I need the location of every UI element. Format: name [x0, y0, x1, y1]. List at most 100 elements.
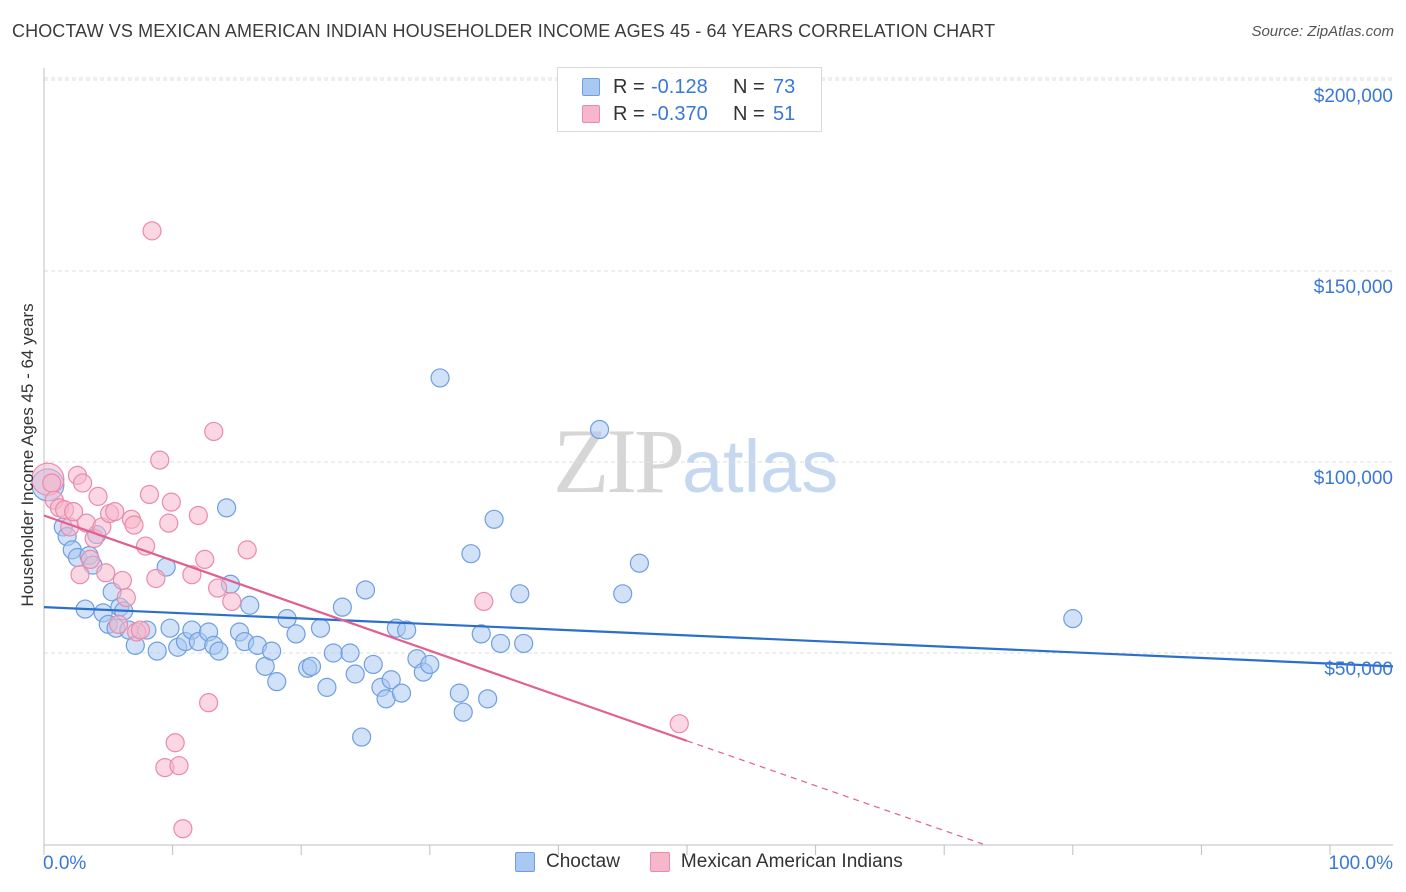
x-tick-label: 0.0% — [43, 853, 87, 874]
choctaw-swatch — [582, 78, 600, 96]
n-label: N = — [733, 75, 765, 98]
watermark-atlas: atlas — [682, 425, 839, 508]
gridlines — [44, 77, 1393, 654]
n-value: 51 — [773, 102, 796, 125]
data-point — [430, 368, 450, 388]
data-point — [478, 689, 498, 709]
data-point — [310, 618, 331, 638]
data-point — [182, 565, 202, 585]
data-point — [363, 654, 383, 675]
y-tick-label: $100,000 — [1313, 468, 1393, 489]
data-point — [1063, 609, 1083, 629]
data-point — [323, 643, 343, 663]
data-point — [150, 450, 170, 470]
data-point — [209, 641, 229, 661]
data-point — [173, 819, 193, 839]
data-point — [286, 624, 306, 644]
data-point — [116, 588, 136, 608]
data-point — [70, 565, 90, 585]
data-point — [510, 584, 530, 604]
data-point — [42, 473, 62, 493]
data-point — [161, 492, 181, 512]
data-point — [317, 677, 337, 697]
legend-item-choctaw[interactable]: Choctaw — [515, 851, 620, 873]
data-point — [340, 643, 360, 663]
data-point — [142, 221, 162, 241]
data-point — [222, 591, 242, 612]
data-point — [332, 597, 352, 617]
data-point — [139, 484, 160, 505]
data-point — [461, 544, 481, 564]
data-point — [397, 620, 417, 640]
stats-legend: R = -0.128 N = 73 R = -0.370 N = 51 — [557, 67, 822, 132]
data-point — [301, 656, 322, 676]
data-point — [108, 614, 129, 634]
data-point — [63, 502, 84, 522]
data-point — [484, 509, 504, 529]
data-point — [217, 498, 237, 518]
data-point — [208, 578, 228, 598]
data-point — [130, 620, 151, 640]
data-point — [159, 513, 179, 533]
data-point — [474, 591, 494, 612]
n-value: 73 — [773, 75, 796, 98]
data-point — [96, 563, 116, 583]
data-point — [199, 693, 219, 713]
data-point — [169, 756, 189, 776]
legend-label: Mexican American Indians — [680, 851, 903, 872]
data-point — [124, 515, 144, 535]
choctaw-trend-line — [43, 606, 1394, 668]
data-point — [391, 683, 412, 703]
data-point — [629, 553, 650, 573]
data-point — [80, 549, 100, 570]
data-point — [449, 683, 469, 703]
data-point — [669, 714, 689, 734]
data-point — [165, 733, 185, 753]
data-point — [420, 654, 440, 675]
y-tick-label: $200,000 — [1313, 86, 1393, 107]
data-point — [381, 670, 401, 690]
watermark: ZIPatlas — [553, 408, 838, 514]
axes — [43, 68, 1393, 855]
data-point — [453, 702, 473, 722]
r-value: -0.128 — [651, 75, 708, 98]
data-point — [262, 641, 282, 661]
mexican-trend-line — [43, 514, 688, 742]
y-tick-label: $150,000 — [1313, 277, 1393, 298]
data-point — [105, 502, 125, 522]
data-point — [471, 624, 491, 644]
data-point — [147, 641, 167, 661]
data-point — [514, 633, 534, 654]
mexican-trend-extension — [686, 740, 983, 845]
mexican-points — [31, 221, 689, 839]
chart-title: CHOCTAW VS MEXICAN AMERICAN INDIAN HOUSE… — [12, 21, 996, 41]
data-point — [589, 419, 610, 440]
y-axis-label: Householder Income Ages 45 - 64 years — [18, 303, 37, 607]
trend-lines — [43, 514, 1394, 845]
data-point — [237, 540, 257, 560]
mexican-swatch — [582, 105, 600, 123]
data-point — [195, 549, 215, 570]
legend-item-mexican[interactable]: Mexican American Indians — [649, 851, 903, 873]
source-label: Source: ZipAtlas.com — [1251, 23, 1394, 40]
data-point — [204, 421, 224, 442]
data-point — [72, 473, 93, 493]
n-label: N = — [733, 102, 765, 125]
legend-label: Choctaw — [546, 851, 620, 872]
data-point — [613, 584, 633, 604]
stats-row-choctaw: R = -0.128 N = 73 — [582, 75, 795, 99]
y-tick-label: $50,000 — [1324, 659, 1393, 680]
data-point — [188, 505, 208, 526]
r-value: -0.370 — [651, 102, 708, 125]
data-point — [88, 486, 108, 506]
data-point — [160, 618, 180, 638]
mexican-swatch — [649, 852, 670, 872]
watermark-zip: ZIP — [553, 410, 685, 512]
r-label: R = — [613, 102, 645, 125]
series-legend: Choctaw Mexican American Indians — [515, 851, 933, 873]
stats-row-mexican: R = -0.370 N = 51 — [582, 102, 795, 126]
data-point — [355, 580, 376, 600]
data-point — [490, 633, 511, 654]
data-point — [146, 568, 166, 589]
